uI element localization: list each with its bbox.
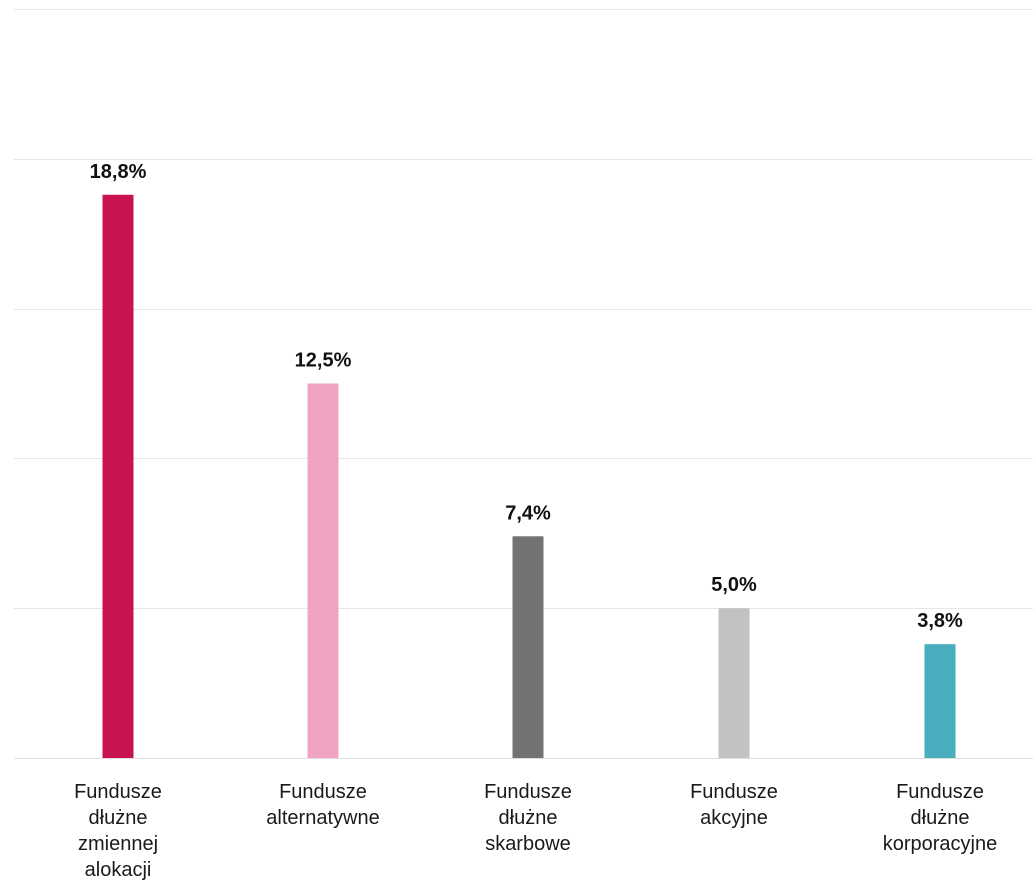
category-label-line: korporacyjne (883, 833, 998, 855)
category-label-line: dłużne (499, 807, 558, 829)
bar (718, 608, 750, 758)
category-labels: Fundusze dłużne zmiennej alokacji Fundusze al… (74, 781, 997, 881)
value-label: 12,5% (295, 350, 352, 372)
bars (102, 194, 956, 758)
category-label-line: skarbowe (485, 833, 571, 855)
gridlines (14, 9, 1033, 759)
value-label: 7,4% (505, 502, 551, 524)
category-label-line: Fundusze (690, 781, 778, 803)
bar (102, 194, 134, 758)
bar (307, 383, 339, 758)
category-label: Fundusze akcyjne (690, 781, 778, 829)
category-label-line: alternatywne (266, 807, 379, 829)
bar (512, 536, 544, 758)
value-label: 5,0% (711, 574, 757, 596)
value-label: 18,8% (90, 161, 147, 183)
category-label-line: Fundusze (484, 781, 572, 803)
value-label: 3,8% (917, 610, 963, 632)
category-label-line: alokacji (85, 859, 152, 881)
category-label: Fundusze dłużne zmiennej alokacji (74, 781, 162, 881)
category-label: Fundusze dłużne korporacyjne (883, 781, 998, 855)
category-label: Fundusze alternatywne (266, 781, 379, 829)
category-label-line: akcyjne (700, 807, 768, 829)
category-label: Fundusze dłużne skarbowe (484, 781, 572, 855)
category-label-line: dłużne (911, 807, 970, 829)
category-label-line: Fundusze (896, 781, 984, 803)
category-label-line: Fundusze (279, 781, 367, 803)
category-label-line: Fundusze (74, 781, 162, 803)
bar (924, 644, 956, 758)
value-labels: 18,8% 12,5% 7,4% 5,0% 3,8% (90, 161, 963, 632)
category-label-line: zmiennej (78, 833, 158, 855)
category-label-line: dłużne (89, 807, 148, 829)
